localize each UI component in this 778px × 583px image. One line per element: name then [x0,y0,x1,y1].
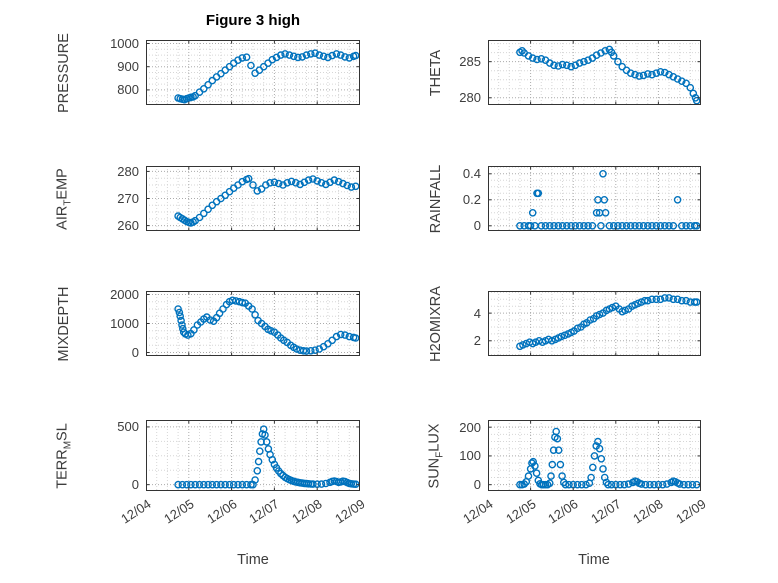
y-tick-label: 2000 [110,286,139,302]
subplot-theta [488,40,701,105]
scatter-series [516,427,701,489]
y-tick-label: 800 [117,82,139,98]
y-tick-label: 280 [117,163,139,179]
y-tick-label: 0.4 [462,166,481,182]
y-axis-label: H2OMIXRA [428,285,444,362]
x-axis-label-right: Time [578,552,610,568]
figure-title: Figure 3 high [205,12,301,29]
y-axis-label: AIRTEMP [54,167,74,230]
subplot-h2omixra [488,291,701,356]
y-tick-label: 0.2 [462,192,481,208]
scatter-series [516,294,701,351]
subplot-sun-flux [488,420,701,491]
subplot-pressure [146,40,360,105]
y-tick-label: 285 [459,54,481,70]
y-tick-label: 0 [473,477,481,493]
y-tick-label: 260 [117,218,139,234]
y-tick-label: 0 [473,218,481,234]
y-axis-label: MIXDEPTH [56,286,72,361]
subplot-mixdepth [146,291,360,356]
plot-canvas [488,420,701,491]
scatter-series [174,174,360,227]
y-tick-label: 200 [459,419,481,435]
plot-canvas [488,40,701,105]
y-tick-label: 4 [473,305,481,321]
scatter-series [174,49,360,104]
x-axis-label-left: Time [237,552,269,568]
y-tick-label: 900 [117,59,139,75]
y-tick-label: 280 [459,90,481,106]
y-axis-label: PRESSURE [56,32,72,113]
y-axis-label: SUNFLUX [426,423,446,488]
scatter-series [174,425,360,489]
plot-canvas [146,166,360,231]
scatter-series [516,170,701,230]
plot-canvas [488,166,701,231]
y-tick-label: 500 [117,419,139,435]
y-axis-label: THETA [428,49,444,96]
y-tick-label: 0 [131,345,139,361]
y-tick-label: 100 [459,448,481,464]
scatter-series [174,296,360,355]
y-axis-label: TERRMSL [54,422,74,489]
subplot-air-temp [146,166,360,231]
y-tick-label: 1000 [110,35,139,51]
plot-canvas [146,420,360,491]
plot-canvas [146,40,360,105]
y-axis-label: RAINFALL [428,164,444,233]
subplot-terr-msl [146,420,360,491]
scatter-series [516,45,701,105]
y-tick-label: 270 [117,191,139,206]
subplot-rainfall [488,166,701,231]
y-tick-label: 1000 [110,316,139,331]
plot-canvas [488,291,701,356]
y-tick-label: 2 [473,333,481,349]
y-tick-label: 0 [131,477,139,493]
plot-canvas [146,291,360,356]
